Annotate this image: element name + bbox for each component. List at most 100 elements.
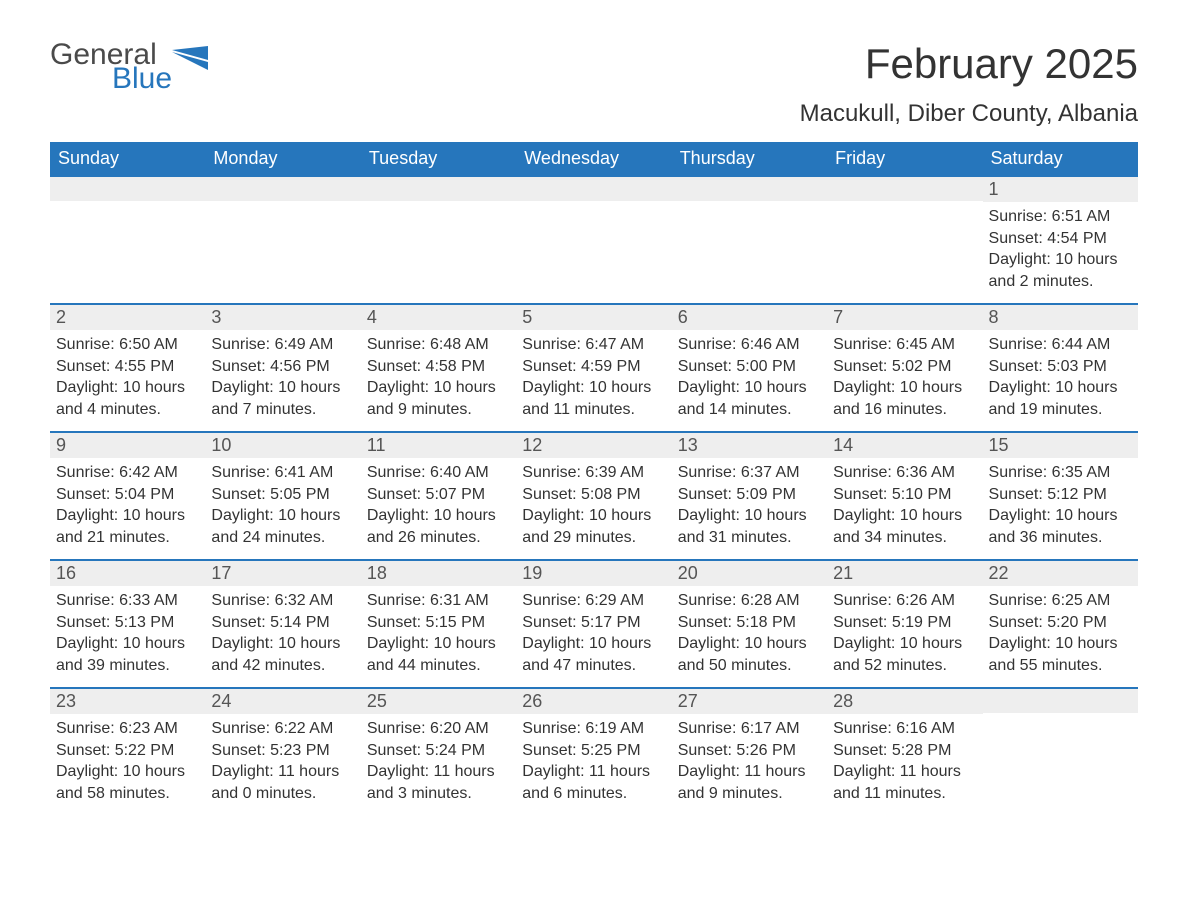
day-number: 17 [205, 561, 360, 586]
day-cell: 2Sunrise: 6:50 AMSunset: 4:55 PMDaylight… [50, 305, 205, 431]
daylight2-text: and 47 minutes. [522, 655, 665, 677]
sunset-text: Sunset: 5:00 PM [678, 356, 821, 378]
day-number: 7 [827, 305, 982, 330]
sunrise-text: Sunrise: 6:40 AM [367, 462, 510, 484]
day-number: 14 [827, 433, 982, 458]
daylight1-text: Daylight: 10 hours [56, 633, 199, 655]
day-cell [672, 177, 827, 303]
daylight2-text: and 39 minutes. [56, 655, 199, 677]
sunset-text: Sunset: 5:23 PM [211, 740, 354, 762]
daylight1-text: Daylight: 10 hours [522, 633, 665, 655]
sunrise-text: Sunrise: 6:32 AM [211, 590, 354, 612]
day-number: 5 [516, 305, 671, 330]
daylight2-text: and 11 minutes. [833, 783, 976, 805]
daylight1-text: Daylight: 10 hours [56, 505, 199, 527]
daylight2-text: and 36 minutes. [989, 527, 1132, 549]
sunset-text: Sunset: 5:15 PM [367, 612, 510, 634]
sunset-text: Sunset: 5:22 PM [56, 740, 199, 762]
daylight2-text: and 11 minutes. [522, 399, 665, 421]
week-row: 1Sunrise: 6:51 AMSunset: 4:54 PMDaylight… [50, 175, 1138, 303]
daylight2-text: and 14 minutes. [678, 399, 821, 421]
sunset-text: Sunset: 5:05 PM [211, 484, 354, 506]
day-number: 27 [672, 689, 827, 714]
sunrise-text: Sunrise: 6:22 AM [211, 718, 354, 740]
day-number: 6 [672, 305, 827, 330]
sunrise-text: Sunrise: 6:26 AM [833, 590, 976, 612]
logo-text: General Blue [50, 40, 172, 94]
day-cell: 18Sunrise: 6:31 AMSunset: 5:15 PMDayligh… [361, 561, 516, 687]
day-cell: 19Sunrise: 6:29 AMSunset: 5:17 PMDayligh… [516, 561, 671, 687]
daylight2-text: and 42 minutes. [211, 655, 354, 677]
sunset-text: Sunset: 5:26 PM [678, 740, 821, 762]
daylight2-text: and 6 minutes. [522, 783, 665, 805]
day-number: 1 [983, 177, 1138, 202]
day-cell: 22Sunrise: 6:25 AMSunset: 5:20 PMDayligh… [983, 561, 1138, 687]
title-block: February 2025 Macukull, Diber County, Al… [800, 40, 1138, 128]
sunrise-text: Sunrise: 6:42 AM [56, 462, 199, 484]
daylight1-text: Daylight: 10 hours [56, 377, 199, 399]
daylight1-text: Daylight: 10 hours [678, 633, 821, 655]
day-number: 4 [361, 305, 516, 330]
day-number [827, 177, 982, 201]
day-number [361, 177, 516, 201]
day-cell: 12Sunrise: 6:39 AMSunset: 5:08 PMDayligh… [516, 433, 671, 559]
daylight1-text: Daylight: 10 hours [833, 633, 976, 655]
day-cell: 9Sunrise: 6:42 AMSunset: 5:04 PMDaylight… [50, 433, 205, 559]
sunset-text: Sunset: 4:56 PM [211, 356, 354, 378]
day-cell: 17Sunrise: 6:32 AMSunset: 5:14 PMDayligh… [205, 561, 360, 687]
sunset-text: Sunset: 5:24 PM [367, 740, 510, 762]
sunrise-text: Sunrise: 6:48 AM [367, 334, 510, 356]
weekday-cell: Saturday [983, 142, 1138, 175]
day-cell: 13Sunrise: 6:37 AMSunset: 5:09 PMDayligh… [672, 433, 827, 559]
sunrise-text: Sunrise: 6:29 AM [522, 590, 665, 612]
daylight2-text: and 24 minutes. [211, 527, 354, 549]
sunrise-text: Sunrise: 6:49 AM [211, 334, 354, 356]
day-cell: 3Sunrise: 6:49 AMSunset: 4:56 PMDaylight… [205, 305, 360, 431]
location-text: Macukull, Diber County, Albania [800, 100, 1138, 128]
sunrise-text: Sunrise: 6:17 AM [678, 718, 821, 740]
sunset-text: Sunset: 5:17 PM [522, 612, 665, 634]
sunrise-text: Sunrise: 6:39 AM [522, 462, 665, 484]
day-number [516, 177, 671, 201]
day-number: 3 [205, 305, 360, 330]
daylight2-text: and 26 minutes. [367, 527, 510, 549]
daylight1-text: Daylight: 10 hours [211, 633, 354, 655]
sunrise-text: Sunrise: 6:50 AM [56, 334, 199, 356]
weekday-cell: Wednesday [516, 142, 671, 175]
day-number: 23 [50, 689, 205, 714]
logo: General Blue [50, 40, 208, 94]
sunrise-text: Sunrise: 6:33 AM [56, 590, 199, 612]
sunrise-text: Sunrise: 6:20 AM [367, 718, 510, 740]
sunset-text: Sunset: 5:20 PM [989, 612, 1132, 634]
weekday-cell: Thursday [672, 142, 827, 175]
day-number [983, 689, 1138, 713]
sunset-text: Sunset: 5:08 PM [522, 484, 665, 506]
daylight2-text: and 16 minutes. [833, 399, 976, 421]
daylight1-text: Daylight: 10 hours [989, 505, 1132, 527]
week-row: 2Sunrise: 6:50 AMSunset: 4:55 PMDaylight… [50, 303, 1138, 431]
daylight2-text: and 58 minutes. [56, 783, 199, 805]
day-number: 8 [983, 305, 1138, 330]
daylight1-text: Daylight: 10 hours [989, 377, 1132, 399]
daylight1-text: Daylight: 11 hours [211, 761, 354, 783]
sunset-text: Sunset: 5:04 PM [56, 484, 199, 506]
day-number: 21 [827, 561, 982, 586]
weekday-cell: Tuesday [361, 142, 516, 175]
weekday-cell: Friday [827, 142, 982, 175]
week-row: 16Sunrise: 6:33 AMSunset: 5:13 PMDayligh… [50, 559, 1138, 687]
daylight1-text: Daylight: 11 hours [833, 761, 976, 783]
sunrise-text: Sunrise: 6:31 AM [367, 590, 510, 612]
sunrise-text: Sunrise: 6:35 AM [989, 462, 1132, 484]
daylight2-text: and 9 minutes. [367, 399, 510, 421]
week-row: 23Sunrise: 6:23 AMSunset: 5:22 PMDayligh… [50, 687, 1138, 815]
day-cell: 8Sunrise: 6:44 AMSunset: 5:03 PMDaylight… [983, 305, 1138, 431]
sunset-text: Sunset: 5:12 PM [989, 484, 1132, 506]
day-number [50, 177, 205, 201]
sunrise-text: Sunrise: 6:28 AM [678, 590, 821, 612]
day-number: 11 [361, 433, 516, 458]
sunrise-text: Sunrise: 6:51 AM [989, 206, 1132, 228]
day-cell: 1Sunrise: 6:51 AMSunset: 4:54 PMDaylight… [983, 177, 1138, 303]
sunset-text: Sunset: 5:03 PM [989, 356, 1132, 378]
day-cell [983, 689, 1138, 815]
daylight1-text: Daylight: 10 hours [211, 505, 354, 527]
